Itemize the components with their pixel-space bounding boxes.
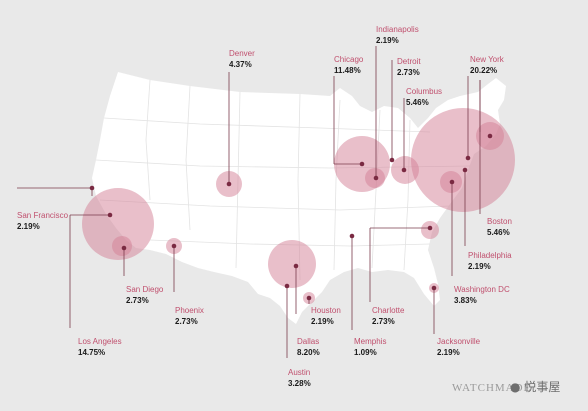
city-share: 2.19% <box>437 348 460 357</box>
label-san-diego: San Diego 2.73% <box>126 284 163 306</box>
city-name: Boston <box>487 217 512 226</box>
dot-chicago <box>359 161 365 167</box>
label-dallas: Dallas 8.20% <box>297 336 320 358</box>
city-name: Charlotte <box>372 306 405 315</box>
city-name: Houston <box>311 306 341 315</box>
label-jacksonville: Jacksonville 2.19% <box>437 336 480 358</box>
city-share: 2.73% <box>126 296 149 305</box>
dot-boston <box>487 133 493 139</box>
city-share: 3.83% <box>454 296 477 305</box>
label-new-york: New York 20.22% <box>470 54 504 76</box>
dot-indianapolis <box>373 175 379 181</box>
dot-austin <box>284 283 290 289</box>
dot-dallas <box>293 263 299 269</box>
city-share: 2.19% <box>468 262 491 271</box>
label-austin: Austin 3.28% <box>288 367 311 389</box>
dot-washington-dc <box>449 179 455 185</box>
city-name: Austin <box>288 368 311 377</box>
city-name: Jacksonville <box>437 337 481 346</box>
watermark-logo: ● 悦事屋 <box>510 378 560 395</box>
city-share: 2.73% <box>397 68 420 77</box>
city-name: Washington DC <box>454 285 510 294</box>
label-los-angeles: Los Angeles 14.75% <box>78 336 122 358</box>
dot-charlotte <box>427 225 433 231</box>
chat-bubble-icon: ● <box>510 380 521 394</box>
city-share: 3.28% <box>288 379 311 388</box>
label-memphis: Memphis 1.09% <box>354 336 386 358</box>
city-share: 5.46% <box>487 228 510 237</box>
city-name: San Diego <box>126 285 164 294</box>
label-washington-dc: Washington DC 3.83% <box>454 284 510 306</box>
label-charlotte: Charlotte 2.73% <box>372 305 404 327</box>
city-share: 2.19% <box>311 317 334 326</box>
dot-san-francisco <box>89 185 95 191</box>
label-indianapolis: Indianapolis 2.19% <box>376 24 419 46</box>
watermark-brand: WATCHMADE <box>452 382 532 394</box>
dot-los-angeles <box>107 212 113 218</box>
dot-memphis <box>349 233 355 239</box>
bubble-new-york <box>411 108 515 212</box>
dot-phoenix <box>171 243 177 249</box>
city-name: Phoenix <box>175 306 204 315</box>
city-share: 20.22% <box>470 66 498 75</box>
city-name: Indianapolis <box>376 25 419 34</box>
label-philadelphia: Philadelphia 2.19% <box>468 250 512 272</box>
leader-lines <box>17 46 481 358</box>
dot-jacksonville <box>431 285 437 291</box>
label-phoenix: Phoenix 2.73% <box>175 305 204 327</box>
watermark-logo-text: 悦事屋 <box>524 380 561 394</box>
city-name: Memphis <box>354 337 387 346</box>
city-share: 14.75% <box>78 348 106 357</box>
bubble-dallas <box>268 240 316 288</box>
city-name: Philadelphia <box>468 251 512 260</box>
city-name: Dallas <box>297 337 320 346</box>
city-dots <box>89 133 493 301</box>
city-share: 4.37% <box>229 60 252 69</box>
city-share: 11.48% <box>334 66 361 75</box>
label-columbus: Columbus 5.46% <box>406 86 442 108</box>
city-share: 2.73% <box>372 317 395 326</box>
city-share: 2.19% <box>376 36 399 45</box>
city-name: San Francisco <box>17 211 69 220</box>
label-detroit: Detroit 2.73% <box>397 56 421 78</box>
city-name: Los Angeles <box>78 337 122 346</box>
label-chicago: Chicago 11.48% <box>334 54 363 76</box>
city-share: 8.20% <box>297 348 320 357</box>
city-name: New York <box>470 55 504 64</box>
city-name: Chicago <box>334 55 364 64</box>
city-share: 2.73% <box>175 317 198 326</box>
city-name: Columbus <box>406 87 443 96</box>
city-name: Detroit <box>397 57 421 66</box>
label-houston: Houston 2.19% <box>311 305 341 327</box>
city-share: 2.19% <box>17 222 40 231</box>
label-san-francisco: San Francisco 2.19% <box>17 210 68 232</box>
dot-new-york <box>465 155 471 161</box>
city-share: 1.09% <box>354 348 377 357</box>
city-name: Denver <box>229 49 255 58</box>
city-share: 5.46% <box>406 98 429 107</box>
dot-san-diego <box>121 245 127 251</box>
label-boston: Boston 5.46% <box>487 216 512 238</box>
dot-detroit <box>389 157 395 163</box>
dot-houston <box>306 295 312 301</box>
label-denver: Denver 4.37% <box>229 48 255 70</box>
us-landmass <box>92 72 506 324</box>
dot-philadelphia <box>462 167 468 173</box>
bubble-san-diego <box>112 236 132 256</box>
dot-denver <box>226 181 232 187</box>
dot-columbus <box>401 167 407 173</box>
bubble-los-angeles <box>82 188 154 260</box>
